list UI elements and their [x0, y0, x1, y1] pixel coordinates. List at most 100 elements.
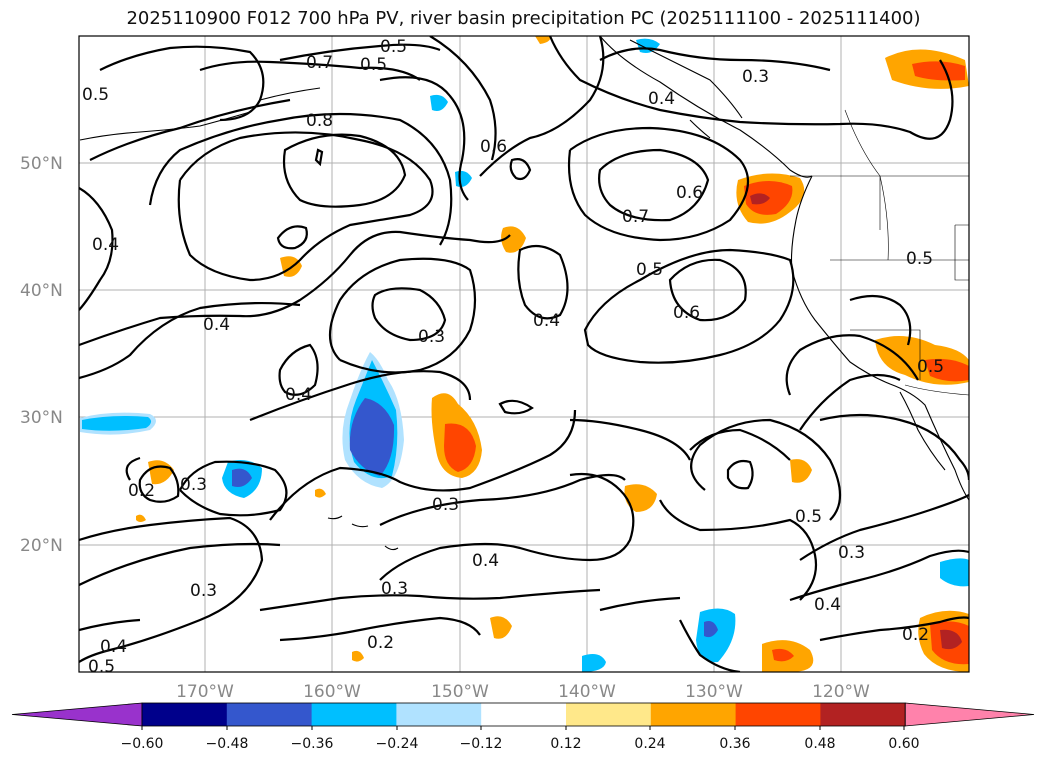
precip-negative-area: [82, 416, 152, 431]
contour-line: [138, 465, 180, 503]
precip-negative-area: [582, 654, 606, 672]
contour-label: 0.2: [902, 625, 929, 645]
map-content: [79, 36, 969, 672]
lon-label: 140°W: [558, 682, 616, 702]
precip-positive-area: [501, 226, 526, 253]
contour-line: [819, 413, 969, 481]
contour-line: [598, 148, 710, 222]
contour-line: [819, 616, 969, 642]
contour-label: 0.6: [480, 137, 507, 157]
colorbar-tick-label: −0.36: [291, 736, 334, 752]
colorbar-segment: [650, 703, 737, 726]
colorbar-tick-label: 0.12: [550, 736, 581, 752]
contour-label: 0.2: [367, 633, 394, 653]
precip-positive-area: [624, 484, 657, 512]
precip-positive-area: [490, 616, 512, 639]
contour-label: 0.3: [190, 581, 217, 601]
contour-line: [599, 47, 831, 72]
contour-line: [249, 370, 472, 422]
contour-label: 0.4: [285, 385, 312, 405]
contour-line: [199, 60, 421, 81]
colorbar-tick-label: −0.24: [376, 736, 419, 752]
map-background: [79, 36, 969, 672]
contour-line: [269, 409, 577, 521]
precip-negative-area: [940, 558, 969, 587]
hawaii-island: [384, 545, 399, 551]
contour-line: [583, 248, 795, 364]
contour-line: [276, 225, 308, 250]
baja-coast: [899, 391, 946, 471]
contour-label: 0.4: [203, 315, 230, 335]
contour-line: [79, 301, 301, 380]
contour-line: [125, 456, 141, 481]
contour-label: 0.4: [648, 89, 675, 109]
gridlines: [79, 36, 969, 672]
colorbar-segment: [396, 703, 482, 726]
colorbar-tick-label: −0.60: [121, 736, 164, 752]
colorbar-tick-label: 0.48: [804, 736, 835, 752]
contour-label: 0.5: [917, 357, 944, 377]
precip-negative-area: [349, 398, 395, 476]
contour-label: 0.6: [673, 303, 700, 323]
contour-label: 0.3: [180, 475, 207, 495]
state-border: [954, 224, 969, 281]
us-pacific-coast: [790, 175, 969, 501]
contour-label: 0.8: [306, 111, 333, 131]
contour-label: 0.3: [838, 543, 865, 563]
precip-positive-area: [940, 629, 962, 650]
colorbar-tick-label: −0.12: [460, 736, 503, 752]
colorbar-tick-label: 0.60: [888, 736, 919, 752]
contour-line: [379, 472, 635, 581]
contour-line: [509, 158, 532, 181]
lat-label: 40°N: [20, 281, 63, 301]
contour-label: 0.3: [742, 67, 769, 87]
lat-label: 50°N: [20, 154, 63, 174]
contour-line: [567, 126, 750, 242]
contour-labels: 0.5 0.7 0.5 0.5 0.8 0.6 0.3 0.4 0.7 0.6 …: [82, 37, 944, 677]
contour-label: 0.7: [306, 53, 333, 73]
contour-label: 0.4: [533, 311, 560, 331]
contour-line: [259, 588, 601, 612]
colorbar-outline: [141, 702, 906, 727]
contour-line: [79, 516, 264, 663]
contour-line: [799, 494, 969, 561]
contour-label: 0.5: [906, 249, 933, 269]
contour-label: 0.4: [814, 595, 841, 615]
contour-label: 0.5: [795, 507, 822, 527]
colorbar-segment: [142, 703, 228, 726]
us-mexico-border: [904, 384, 969, 396]
contour-line: [668, 258, 747, 322]
contour-line: [659, 499, 818, 601]
contour-label: 0.4: [472, 551, 499, 571]
contour-label: 0.3: [418, 327, 445, 347]
precip-negative-area: [430, 94, 448, 111]
precip-positive-area: [772, 648, 794, 662]
precip-positive-area: [352, 650, 364, 662]
contour-line: [789, 549, 969, 602]
precip-positive-area: [912, 61, 965, 81]
contour-line: [79, 187, 114, 311]
contour-line: [179, 460, 288, 517]
contour-label: 0.5: [380, 37, 407, 57]
lon-label: 130°W: [685, 682, 743, 702]
colorbar-segment: [735, 703, 821, 726]
contour-line: [379, 76, 469, 201]
contour-label: 0.5: [360, 55, 387, 75]
hawaii-island: [351, 523, 369, 528]
lon-label: 160°W: [303, 682, 361, 702]
colorbar-segment: [566, 703, 652, 726]
colorbar-extend-min: [11, 702, 143, 727]
contour-line: [498, 399, 534, 415]
contour-line: [279, 43, 441, 62]
contour-line: [599, 596, 681, 612]
contour-line: [517, 244, 569, 320]
lat-label: 30°N: [20, 408, 63, 428]
precip-positive-area: [136, 514, 146, 522]
colorbar-tick-label: 0.24: [634, 736, 665, 752]
contour-line: [726, 459, 754, 490]
contour-line: [429, 36, 497, 161]
contour-line: [279, 616, 481, 642]
contour-line: [379, 473, 626, 526]
contour-line: [148, 112, 453, 246]
